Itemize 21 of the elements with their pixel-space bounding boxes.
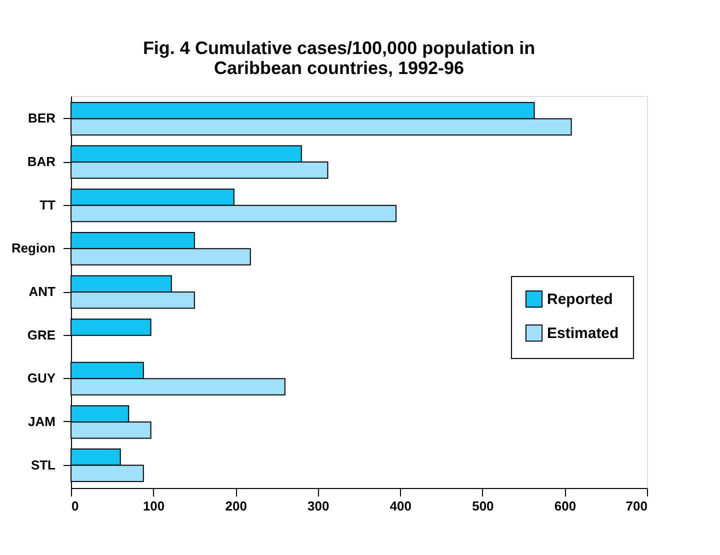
text: Fig. 4 Cumulative cases/100,000 population in: [142, 38, 536, 58]
text: Caribbean countries, 1992-96: [214, 58, 464, 78]
y-tick-label: BAR: [27, 154, 56, 170]
y-tick-label: TT: [40, 197, 56, 212]
legend-label: Estimated: [547, 325, 619, 342]
y-tick-label: GUY: [27, 370, 56, 386]
x-tick-label: 600: [554, 498, 576, 514]
legend-label: Reported: [547, 291, 613, 308]
x-tick-label: 200: [225, 498, 247, 514]
y-tick-label: BER: [28, 110, 56, 126]
y-tick-label: ANT: [28, 284, 56, 299]
y-tick-label: Region: [11, 240, 56, 256]
x-tick-label: 700: [626, 498, 648, 514]
x-tick-label: 100: [142, 498, 165, 514]
x-tick-label: 400: [390, 498, 412, 514]
y-tick-label: STL: [30, 457, 56, 472]
x-tick-label: 300: [308, 498, 330, 514]
y-tick-label: GRE: [27, 327, 56, 342]
y-tick-label: JAM: [28, 414, 56, 429]
x-tick-label: 500: [472, 498, 494, 514]
x-tick-label: 0: [72, 498, 79, 514]
